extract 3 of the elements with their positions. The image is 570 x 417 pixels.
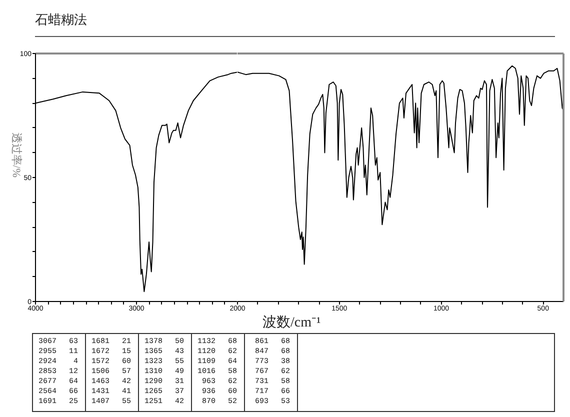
y-axis-title: 透过率/% (10, 132, 23, 178)
chart-title: 石蜡糊法 (35, 0, 555, 37)
x-axis-title: 波数/cm⁻¹ (262, 314, 321, 330)
